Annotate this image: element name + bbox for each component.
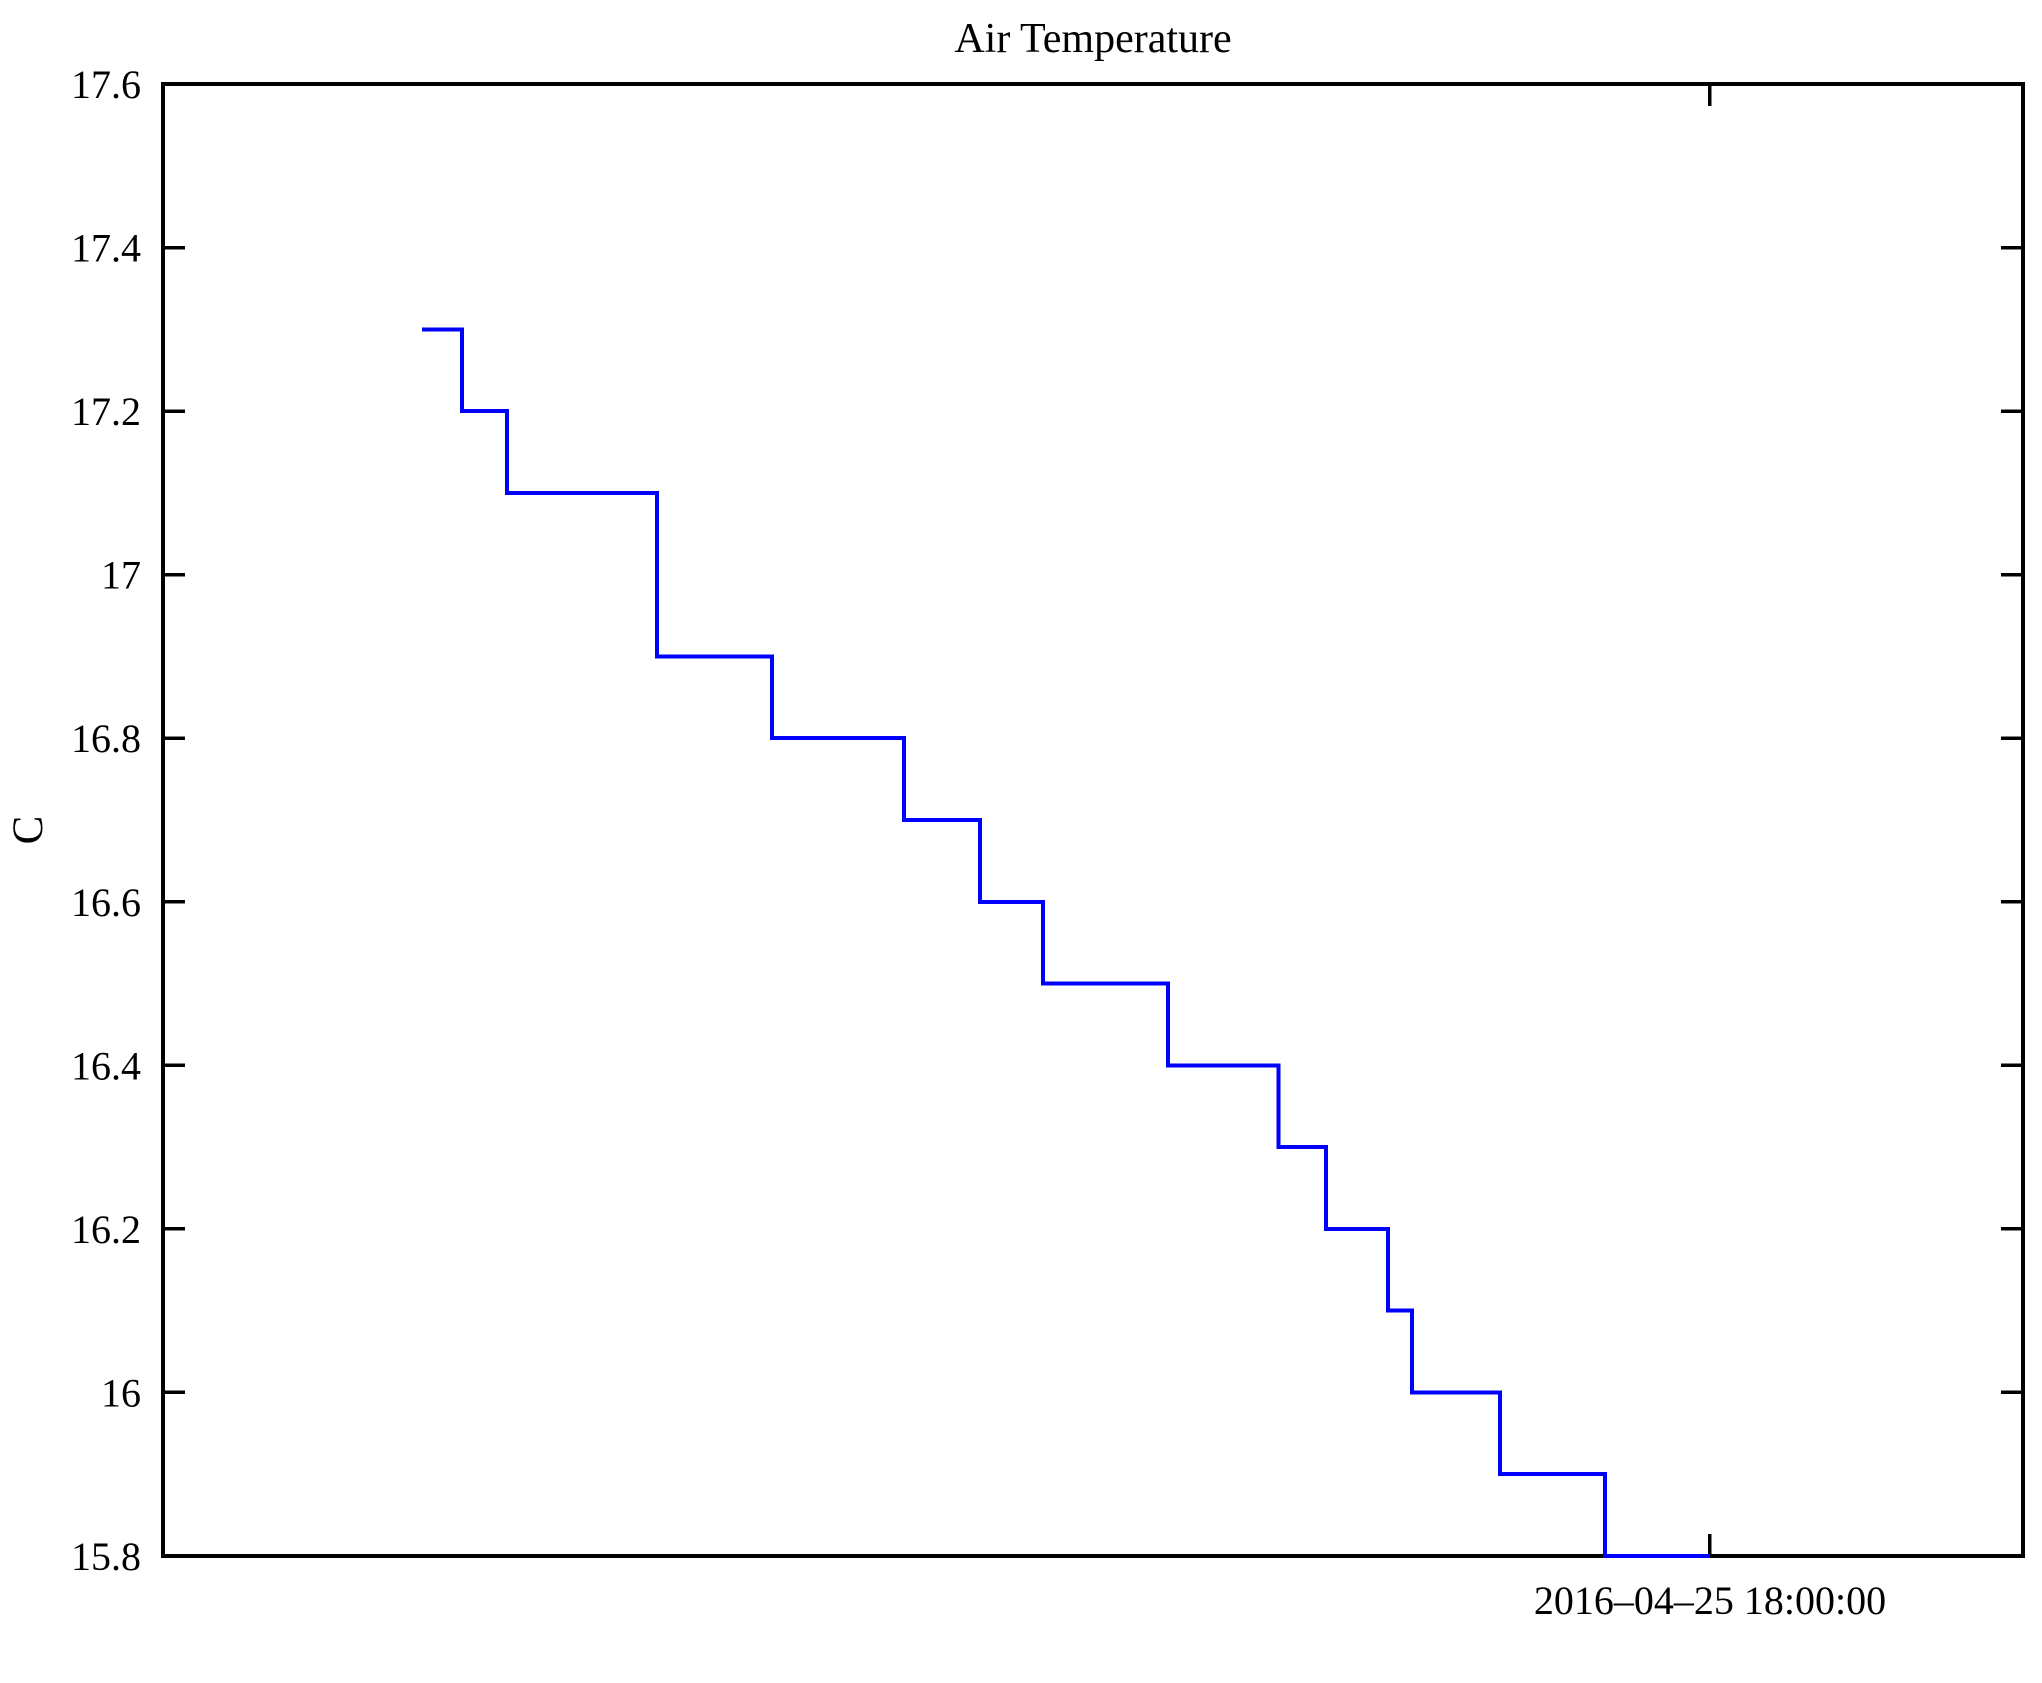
y-tick-label: 16.8: [71, 716, 141, 761]
axes-frame: [161, 82, 2025, 1558]
y-tick-label: 16.4: [71, 1043, 141, 1088]
x-tick-label: 2016–04–25 18:00:00: [1534, 1578, 1886, 1623]
data-series-line: [421, 327, 1710, 1558]
y-tick-label: 17.2: [71, 389, 141, 434]
y-axis-ticks: 15.8 16 16.2 16.4 16.6 16.8 17 17.2 17.4 17.6: [71, 62, 2023, 1579]
y-tick-label: 15.8: [71, 1534, 141, 1579]
chart-title: Air Temperature: [954, 16, 1231, 62]
y-tick-label: 16.2: [71, 1207, 141, 1252]
y-tick-label: 16: [101, 1370, 141, 1415]
x-axis-ticks: 2016–04–25 18:00:00: [1534, 84, 1886, 1623]
y-tick-label: 17.4: [71, 226, 141, 271]
y-tick-label: 16.6: [71, 880, 141, 925]
y-axis-label: C: [5, 816, 52, 845]
axes-box: [161, 82, 2025, 1558]
data-series-group: [421, 327, 1710, 1558]
y-tick-label: 17: [101, 553, 141, 598]
y-tick-label: 17.6: [71, 62, 141, 107]
